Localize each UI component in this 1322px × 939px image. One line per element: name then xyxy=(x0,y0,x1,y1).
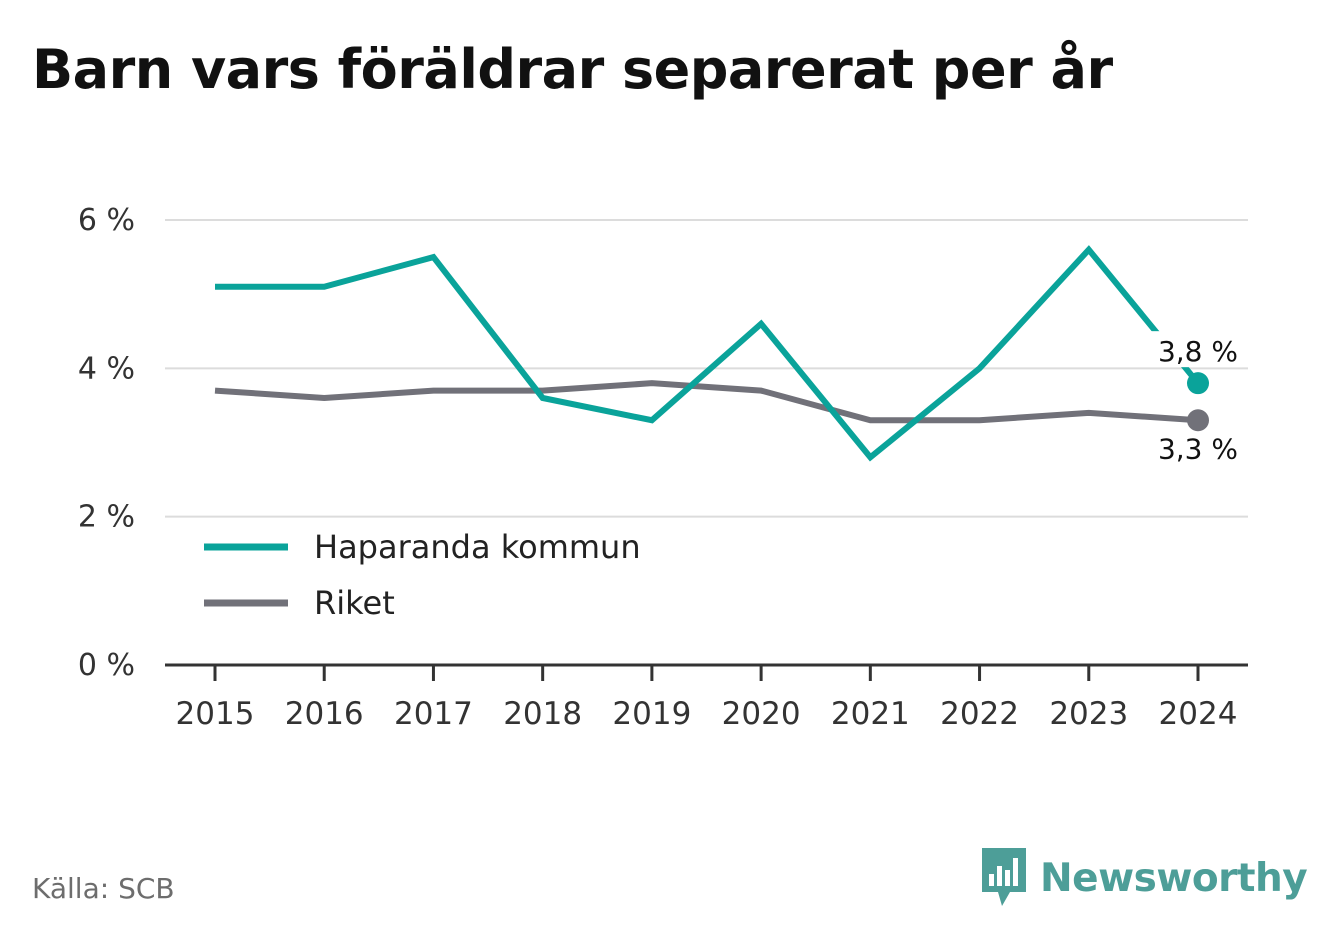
series-line-haparanda xyxy=(215,245,1201,462)
y-tick-label: 2 % xyxy=(78,500,135,535)
end-label-halo xyxy=(1150,331,1242,368)
y-tick-label: 4 % xyxy=(78,351,135,386)
legend-label: Haparanda kommun xyxy=(314,528,641,566)
x-tick-label: 2023 xyxy=(1049,696,1128,732)
end-point-riket xyxy=(1187,409,1209,432)
x-tick-label: 2019 xyxy=(612,696,691,732)
x-tick-label: 2015 xyxy=(176,696,255,732)
x-tick-label: 2024 xyxy=(1159,696,1238,732)
legend-label: Riket xyxy=(314,584,395,622)
x-tick-label: 2018 xyxy=(503,696,582,732)
end-point-haparanda xyxy=(1187,372,1209,395)
bar-chart-pin-icon xyxy=(982,848,1026,906)
x-tick-label: 2017 xyxy=(394,696,473,732)
end-label-riket: 3,3 % xyxy=(1158,432,1238,465)
y-tick-label: 6 % xyxy=(78,203,135,238)
y-tick-label: 0 % xyxy=(78,648,135,683)
source-note: Källa: SCB xyxy=(32,872,175,905)
end-label-haparanda: 3,8 % xyxy=(1158,335,1238,368)
series-line-riket xyxy=(214,380,1199,424)
x-tick-label: 2022 xyxy=(940,696,1019,732)
x-tick-label: 2021 xyxy=(831,696,910,732)
x-tick-label: 2020 xyxy=(722,696,801,732)
x-tick-label: 2016 xyxy=(285,696,364,732)
brand-name: Newsworthy xyxy=(1040,855,1308,901)
brand-logo: Newsworthy xyxy=(980,848,1308,908)
chart-title: Barn vars föräldrar separerat per år xyxy=(32,38,1113,101)
legend-box xyxy=(190,518,692,640)
